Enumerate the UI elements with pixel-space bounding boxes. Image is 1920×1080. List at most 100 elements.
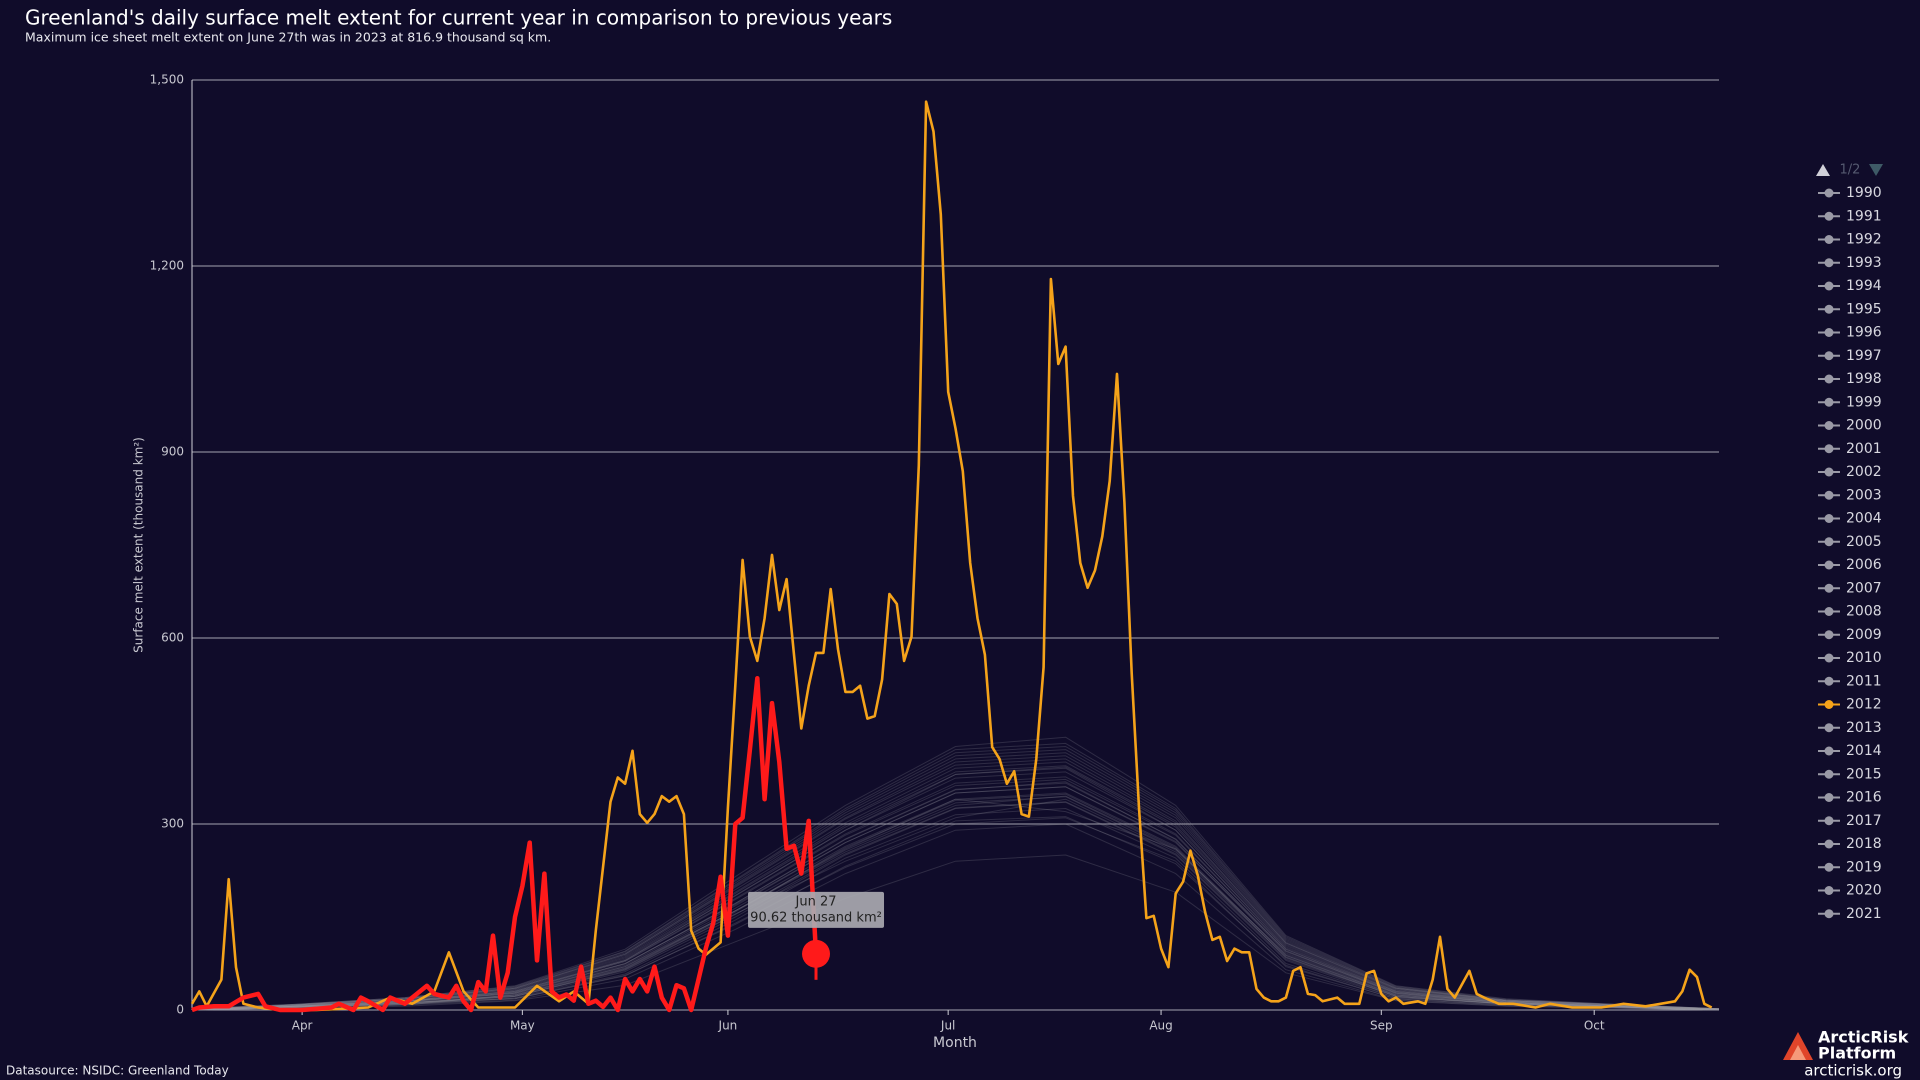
legend-prev[interactable] bbox=[1816, 164, 1830, 176]
legend-label: 2013 bbox=[1846, 720, 1882, 736]
legend-item[interactable]: 2000 bbox=[1818, 418, 1882, 434]
legend-item[interactable]: 2004 bbox=[1818, 511, 1882, 527]
legend-item[interactable]: 2016 bbox=[1818, 790, 1882, 806]
x-tick-label: May bbox=[510, 1019, 535, 1033]
legend-item[interactable]: 2011 bbox=[1818, 673, 1882, 689]
legend-swatch bbox=[1824, 374, 1834, 384]
legend-next[interactable] bbox=[1869, 164, 1883, 176]
legend-swatch bbox=[1824, 607, 1834, 616]
legend-item[interactable]: 2013 bbox=[1818, 720, 1882, 736]
legend-swatch bbox=[1824, 235, 1834, 244]
legend-item[interactable]: 2021 bbox=[1818, 906, 1882, 922]
x-tick-label: Jun bbox=[718, 1019, 738, 1033]
legend-swatch bbox=[1824, 514, 1834, 523]
line bbox=[191, 792, 1720, 1011]
line bbox=[191, 776, 1720, 1011]
legend-label: 1992 bbox=[1846, 232, 1882, 248]
legend-label: 2014 bbox=[1846, 743, 1882, 759]
legend-label: 2008 bbox=[1846, 604, 1882, 620]
legend-item[interactable]: 2009 bbox=[1818, 627, 1882, 643]
brand: Platform bbox=[1818, 1044, 1896, 1063]
legend-label: 1995 bbox=[1846, 301, 1882, 317]
legend-item[interactable]: 2006 bbox=[1818, 557, 1882, 573]
legend-item[interactable]: 2017 bbox=[1818, 813, 1882, 829]
legend-item[interactable]: 2014 bbox=[1818, 743, 1882, 759]
legend-swatch bbox=[1824, 281, 1834, 291]
legend-swatch bbox=[1824, 746, 1834, 756]
brand: ArcticRisk bbox=[1818, 1028, 1909, 1047]
legend-item[interactable]: 2018 bbox=[1818, 836, 1882, 852]
line bbox=[191, 786, 1720, 1011]
legend-label: 2002 bbox=[1846, 464, 1882, 480]
marker bbox=[802, 939, 831, 968]
legend-label: 2018 bbox=[1846, 836, 1882, 852]
y-tick-label: 0 bbox=[176, 1003, 184, 1017]
legend-item[interactable]: 1993 bbox=[1818, 255, 1882, 271]
legend-label: 2003 bbox=[1846, 487, 1882, 503]
legend-item[interactable]: 1998 bbox=[1818, 371, 1882, 387]
line bbox=[191, 778, 1720, 1011]
legend-swatch bbox=[1824, 421, 1834, 430]
line bbox=[191, 816, 1720, 1011]
line bbox=[190, 100, 1713, 1012]
legend-item[interactable]: 2019 bbox=[1818, 859, 1882, 875]
legend-label: 1990 bbox=[1846, 185, 1882, 201]
x-tick-label: Oct bbox=[1584, 1019, 1605, 1033]
legend-swatch bbox=[1824, 769, 1834, 779]
line bbox=[191, 793, 1720, 1011]
legend-item[interactable]: 2010 bbox=[1818, 650, 1882, 666]
legend-swatch bbox=[1824, 839, 1834, 849]
line bbox=[191, 676, 819, 1013]
legend-item[interactable]: 2020 bbox=[1818, 883, 1882, 899]
legend-swatch bbox=[1824, 397, 1834, 407]
line bbox=[191, 854, 1720, 1011]
y-tick-label: 900 bbox=[161, 445, 184, 459]
legend-item[interactable]: 1995 bbox=[1818, 301, 1882, 317]
legend-label: 2020 bbox=[1846, 883, 1882, 899]
legend-item[interactable]: 1997 bbox=[1818, 348, 1882, 364]
legend-label: 2017 bbox=[1846, 813, 1882, 829]
legend-label: 2015 bbox=[1846, 766, 1882, 782]
brand-url: arcticrisk.org bbox=[1804, 1062, 1902, 1080]
logo: ArcticRisk Platform arcticrisk.org bbox=[1783, 1028, 1909, 1080]
legend-swatch bbox=[1824, 490, 1834, 500]
legend-item[interactable]: 1999 bbox=[1818, 394, 1882, 410]
legend-item[interactable]: 2015 bbox=[1818, 766, 1882, 782]
line bbox=[191, 781, 1720, 1010]
legend-item[interactable]: 1990 bbox=[1818, 185, 1882, 201]
line bbox=[191, 782, 1720, 1011]
legend-item[interactable]: 2007 bbox=[1818, 580, 1882, 596]
legend-label: 2005 bbox=[1846, 534, 1882, 550]
x-tick-label: Jul bbox=[940, 1019, 955, 1033]
line bbox=[191, 786, 1720, 1011]
logo-icon bbox=[1790, 1045, 1806, 1060]
legend-item[interactable]: 2012 bbox=[1818, 697, 1882, 713]
legend-item[interactable]: 1994 bbox=[1818, 278, 1882, 294]
legend-item[interactable]: 2008 bbox=[1818, 604, 1882, 620]
legend-swatch bbox=[1824, 258, 1834, 268]
line bbox=[191, 823, 1720, 1011]
legend-swatch bbox=[1824, 676, 1834, 686]
legend-label: 2004 bbox=[1846, 511, 1882, 527]
legend-page: 1/2 bbox=[1840, 163, 1861, 178]
legend-swatch bbox=[1824, 583, 1834, 593]
line bbox=[191, 796, 1720, 1011]
legend-item[interactable]: 2002 bbox=[1818, 464, 1882, 480]
y-tick-label: 1,500 bbox=[150, 73, 184, 87]
legend-label: 2012 bbox=[1846, 697, 1882, 713]
legend-swatch bbox=[1824, 211, 1834, 221]
legend-swatch bbox=[1824, 700, 1834, 709]
legend-item[interactable]: 2005 bbox=[1818, 534, 1882, 550]
legend-item[interactable]: 1991 bbox=[1818, 208, 1882, 224]
legend-label: 1997 bbox=[1846, 348, 1882, 364]
legend-item[interactable]: 1992 bbox=[1818, 232, 1882, 248]
legend-item[interactable]: 2001 bbox=[1818, 441, 1882, 457]
legend-item[interactable]: 1996 bbox=[1818, 325, 1882, 341]
legend-item[interactable]: 2003 bbox=[1818, 487, 1882, 503]
legend-swatch bbox=[1824, 444, 1834, 454]
legend-label: 1999 bbox=[1846, 394, 1882, 410]
legend-label: 2000 bbox=[1846, 418, 1882, 434]
legend-label: 1993 bbox=[1846, 255, 1882, 271]
y-axis-label: Surface melt extent (thousand km²) bbox=[132, 437, 146, 653]
